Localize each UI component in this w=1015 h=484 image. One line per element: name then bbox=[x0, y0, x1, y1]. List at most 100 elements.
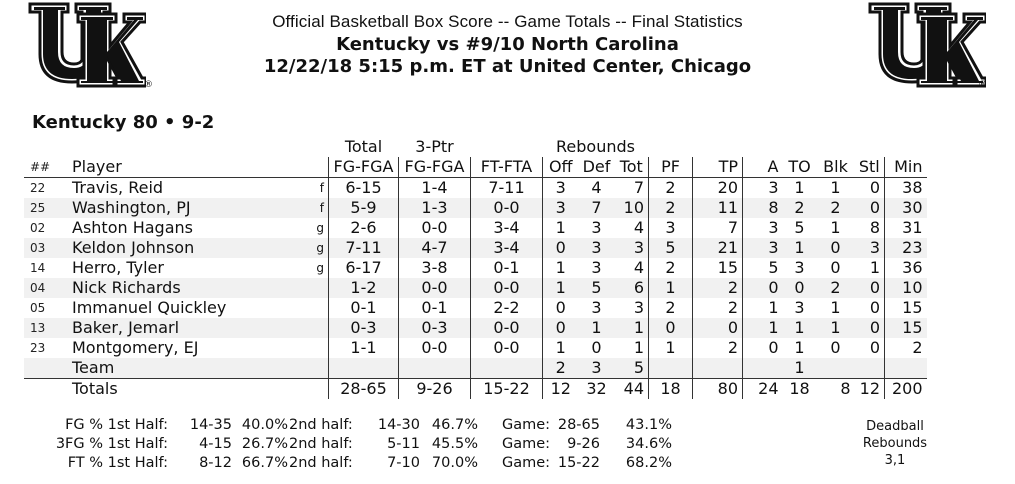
cell-tot: 4 bbox=[633, 258, 644, 277]
cell-name: Team bbox=[72, 358, 308, 379]
cell-stl: 0 bbox=[869, 178, 880, 197]
cell-pos: g bbox=[316, 221, 324, 235]
cell-to: 3 bbox=[794, 258, 805, 277]
cell-min: 10 bbox=[884, 278, 927, 298]
col-def: Def bbox=[578, 157, 615, 178]
cell-tot: 3 bbox=[614, 238, 649, 258]
cell-tp: 11 bbox=[692, 198, 743, 218]
cell-fg3 bbox=[398, 358, 471, 379]
cell-pf: 1 bbox=[648, 278, 693, 298]
cell-off: 0 bbox=[542, 318, 579, 338]
cell-fg: 6-17 bbox=[328, 258, 399, 278]
cell-ft bbox=[470, 358, 543, 379]
col-num: ## bbox=[24, 157, 72, 178]
shooting-h2label: 2nd half: bbox=[289, 417, 353, 433]
box-score-table: Total 3-Ptr Rebounds ## Player FG-FGA FG… bbox=[24, 137, 927, 399]
uk-logo-icon bbox=[28, 2, 148, 88]
cell-fg: 1-2 bbox=[328, 278, 399, 298]
totals-tp: 80 bbox=[692, 378, 743, 399]
cell-tp: 21 bbox=[692, 238, 743, 258]
cell-num: 03 bbox=[24, 238, 72, 258]
cell-to: 0 bbox=[782, 278, 817, 298]
cell-blk: 1 bbox=[816, 318, 855, 338]
col-fg: FG-FGA bbox=[328, 157, 399, 178]
cell-def: 3 bbox=[591, 218, 602, 237]
cell-stl bbox=[854, 358, 885, 379]
cell-blk: 2 bbox=[816, 278, 855, 298]
cell-off: 0 bbox=[542, 238, 579, 258]
cell-a: 3 bbox=[742, 218, 783, 238]
shooting-glabel: Game: bbox=[502, 455, 551, 471]
col-ft: FT-FTA bbox=[470, 157, 543, 178]
col-tot: Tot bbox=[614, 157, 649, 178]
shooting-h2: 5-11 bbox=[387, 436, 420, 452]
cell-off: 0 bbox=[542, 298, 579, 318]
cell-ft: 7-11 bbox=[470, 177, 543, 198]
deadball-label: Deadball bbox=[866, 419, 924, 434]
table-row: 25 Washington, PJ f 5-9 1-3 0-0 3 7 10 2 11 8 2 2 0 30 bbox=[24, 198, 927, 218]
cell-tp: 0 bbox=[692, 318, 743, 338]
cell-a: 0 bbox=[742, 338, 783, 358]
cell-ft: 0-0 bbox=[470, 198, 543, 218]
cell-stl: 0 bbox=[854, 318, 885, 338]
col-off: Off bbox=[542, 157, 579, 178]
cell-min: 31 bbox=[884, 218, 927, 238]
cell-def: 3 bbox=[591, 258, 602, 277]
col-fg3: FG-FGA bbox=[398, 157, 471, 178]
cell-def: 7 bbox=[578, 198, 615, 218]
totals-off: 12 bbox=[542, 378, 579, 399]
cell-off: 1 bbox=[542, 218, 579, 238]
cell-pf bbox=[648, 358, 693, 379]
table-row: 02 Ashton Hagans g 2-6 0-0 3-4 1 3 4 3 7 3 5 1 8 31 bbox=[24, 218, 927, 238]
cell-ft: 0-0 bbox=[470, 338, 543, 358]
cell-pos: g bbox=[308, 238, 329, 258]
cell-to: 1 bbox=[782, 318, 817, 338]
rebounds-group-header: Rebounds bbox=[556, 137, 635, 156]
matchup-title: Kentucky vs #9/10 North Carolina bbox=[336, 34, 679, 55]
cell-num: 13 bbox=[24, 318, 72, 338]
cell-name: Ashton Hagans bbox=[72, 218, 193, 237]
uk-logo-left: ® bbox=[26, 2, 153, 90]
cell-off: 2 bbox=[542, 358, 579, 379]
cell-name: Washington, PJ bbox=[72, 198, 308, 218]
cell-fg3: 0-3 bbox=[398, 318, 471, 338]
cell-to: 1 bbox=[782, 238, 817, 258]
col-pf: PF bbox=[648, 157, 693, 178]
cell-tp: 2 bbox=[692, 298, 743, 318]
cell-stl: 0 bbox=[869, 298, 880, 317]
cell-stl: 3 bbox=[854, 238, 885, 258]
report-title: Official Basketball Box Score -- Game To… bbox=[272, 12, 743, 31]
registered-mark: ® bbox=[978, 80, 987, 90]
cell-min: 15 bbox=[884, 318, 927, 338]
shooting-g: 15-22 bbox=[557, 455, 600, 471]
cell-tot: 1 bbox=[633, 338, 644, 357]
shooting-h1: 14-35 bbox=[189, 417, 232, 433]
cell-off: 3 bbox=[542, 177, 579, 198]
cell-stl: 1 bbox=[869, 258, 880, 277]
cell-blk: 2 bbox=[816, 198, 855, 218]
team-score-title: Kentucky 80 • 9-2 bbox=[32, 112, 215, 133]
totals-to: 18 bbox=[782, 378, 817, 399]
cell-blk: 1 bbox=[830, 298, 841, 317]
column-header-row: ## Player FG-FGA FG-FGA FT-FTA Off Def T… bbox=[24, 157, 927, 178]
cell-tp bbox=[692, 358, 743, 379]
cell-min: 2 bbox=[884, 338, 927, 358]
cell-fg3: 0-0 bbox=[398, 338, 471, 358]
group-header-row: Total 3-Ptr Rebounds bbox=[24, 137, 927, 157]
totals-stl: 12 bbox=[854, 378, 885, 399]
col-stl: Stl bbox=[854, 157, 885, 178]
cell-tp: 20 bbox=[692, 177, 743, 198]
cell-stl: 0 bbox=[869, 338, 880, 357]
cell-num: 23 bbox=[30, 341, 46, 355]
cell-off: 1 bbox=[542, 258, 579, 278]
shooting-h2label: 2nd half: bbox=[289, 436, 353, 452]
col-tp: TP bbox=[692, 157, 743, 178]
cell-a: 8 bbox=[742, 198, 783, 218]
cell-pos bbox=[308, 298, 329, 318]
table-row: 05 Immanuel Quickley 0-1 0-1 2-2 0 3 3 2 2 1 3 1 0 15 bbox=[24, 298, 927, 318]
cell-num: 14 bbox=[30, 261, 46, 275]
cell-pos bbox=[308, 358, 329, 379]
totals-fg3: 9-26 bbox=[398, 378, 471, 399]
cell-tp: 2 bbox=[692, 338, 743, 358]
shooting-h1p: 40.0% bbox=[241, 417, 288, 433]
